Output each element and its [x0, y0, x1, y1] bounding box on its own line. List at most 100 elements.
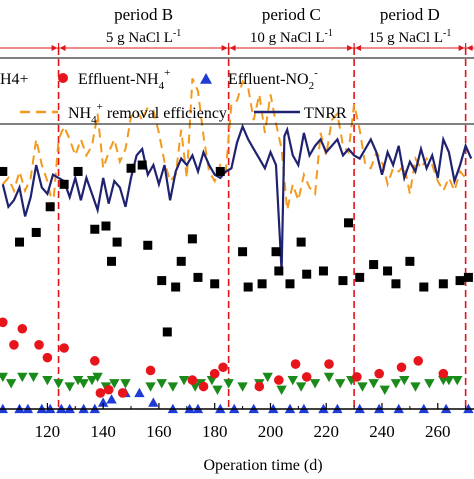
- point-influent: [90, 224, 100, 234]
- point-influent: [463, 272, 473, 282]
- point-effluent-no3: [178, 375, 190, 386]
- point-influent: [455, 276, 465, 286]
- period-condition-sup: -1: [443, 28, 451, 39]
- point-effluent-nh4: [90, 356, 100, 366]
- point-influent: [391, 279, 401, 289]
- x-tick-label: 240: [369, 422, 395, 441]
- point-effluent-no3: [399, 375, 410, 386]
- point-influent: [274, 266, 284, 276]
- point-effluent-nh4: [396, 362, 407, 373]
- legend-text-rest: removal efficiency: [103, 105, 227, 122]
- point-influent: [271, 247, 281, 257]
- point-effluent-no2: [148, 397, 159, 407]
- point-effluent-nh4: [34, 340, 44, 350]
- point-effluent-nh4: [42, 352, 53, 363]
- period-condition-text: 15 g NaCl L: [368, 30, 443, 46]
- point-effluent-no3: [53, 379, 64, 389]
- point-effluent-no3: [309, 379, 321, 389]
- point-influent: [171, 282, 181, 292]
- point-influent: [355, 272, 365, 282]
- point-effluent-no3: [237, 382, 248, 392]
- point-effluent-nh4: [59, 343, 69, 353]
- point-influent: [238, 247, 248, 257]
- point-effluent-no3: [167, 382, 179, 392]
- x-axis-label: Operation time (d): [203, 457, 322, 474]
- point-influent: [383, 266, 393, 276]
- point-influent: [296, 237, 306, 247]
- x-tick-label: 140: [90, 422, 116, 441]
- x-tick-label: 160: [146, 422, 172, 441]
- period-arrow-right-0: [59, 45, 66, 51]
- x-tick-label: 260: [425, 422, 451, 441]
- legend-tnrr-label: TNRR: [304, 105, 347, 122]
- point-influent: [0, 166, 8, 176]
- point-influent: [193, 272, 203, 282]
- point-influent: [112, 237, 122, 247]
- point-influent: [162, 327, 172, 337]
- point-effluent-no3: [452, 375, 463, 386]
- point-effluent-no3: [424, 379, 435, 389]
- point-influent: [31, 227, 41, 237]
- point-influent: [137, 160, 147, 170]
- point-influent: [157, 276, 167, 286]
- point-effluent-no3: [5, 379, 17, 389]
- point-effluent-no3: [120, 379, 131, 389]
- point-effluent-no3: [42, 375, 53, 386]
- point-effluent-no3: [72, 375, 84, 386]
- point-effluent-no3: [262, 372, 273, 383]
- point-effluent-no3: [64, 382, 75, 392]
- point-effluent-no3: [0, 372, 8, 383]
- period-arrow-right-2: [355, 45, 362, 51]
- period-arrow-left-3: [458, 45, 465, 51]
- legend-effluent-no2-label: Effluent-NO2-: [228, 67, 318, 92]
- point-influent: [143, 240, 153, 250]
- point-effluent-no2: [97, 397, 109, 407]
- point-effluent-no3: [443, 375, 455, 386]
- period-arrow-left-1: [221, 45, 228, 51]
- legend: H4+ Effluent-NH4+ Effluent-NO2-NH4+ remova…: [0, 57, 474, 126]
- point-effluent-nh4: [187, 375, 198, 385]
- period-arrow-left-0: [51, 45, 58, 51]
- point-influent: [285, 279, 295, 289]
- legend-text-sup: +: [97, 101, 103, 113]
- point-effluent-no3: [92, 372, 103, 383]
- legend-text-sup: -: [314, 67, 318, 79]
- point-effluent-nh4: [438, 368, 449, 379]
- point-influent: [257, 279, 267, 289]
- point-influent: [318, 266, 328, 276]
- point-influent: [187, 234, 197, 244]
- point-influent: [107, 256, 117, 266]
- period-condition-0: 5 g NaCl L-1: [106, 28, 181, 46]
- period-name-2: period D: [380, 5, 440, 24]
- period-arrow-left-2: [347, 45, 354, 51]
- point-effluent-nh4: [324, 359, 334, 369]
- point-influent: [243, 282, 253, 292]
- point-effluent-no3: [357, 382, 368, 392]
- point-effluent-no3: [17, 372, 28, 383]
- point-influent: [405, 256, 415, 266]
- legend-effluent-nh4-label: Effluent-NH4+: [78, 67, 170, 92]
- point-effluent-nh4: [352, 372, 362, 382]
- period-condition-1: 10 g NaCl L-1: [250, 28, 333, 46]
- legend-text-base: Effluent-NH: [78, 71, 159, 88]
- x-tick-label: 220: [313, 422, 339, 441]
- point-effluent-no3: [379, 385, 390, 395]
- point-effluent-nh4: [301, 372, 312, 382]
- period-condition-2: 15 g NaCl L-1: [368, 28, 451, 46]
- point-effluent-nh4: [274, 375, 284, 385]
- series-line-tnrr: [1, 123, 473, 272]
- point-effluent-no2: [134, 387, 145, 398]
- point-effluent-no3: [109, 379, 120, 389]
- point-effluent-no3: [28, 372, 39, 383]
- point-effluent-no3: [223, 379, 234, 389]
- point-effluent-nh4: [413, 356, 424, 366]
- point-influent: [101, 221, 111, 231]
- point-influent: [210, 279, 220, 289]
- point-influent: [338, 276, 348, 286]
- x-tick-label: 180: [202, 422, 228, 441]
- period-condition-text: 10 g NaCl L: [250, 30, 325, 46]
- period-condition-sup: -1: [324, 28, 332, 39]
- x-tick-label: 120: [35, 422, 61, 441]
